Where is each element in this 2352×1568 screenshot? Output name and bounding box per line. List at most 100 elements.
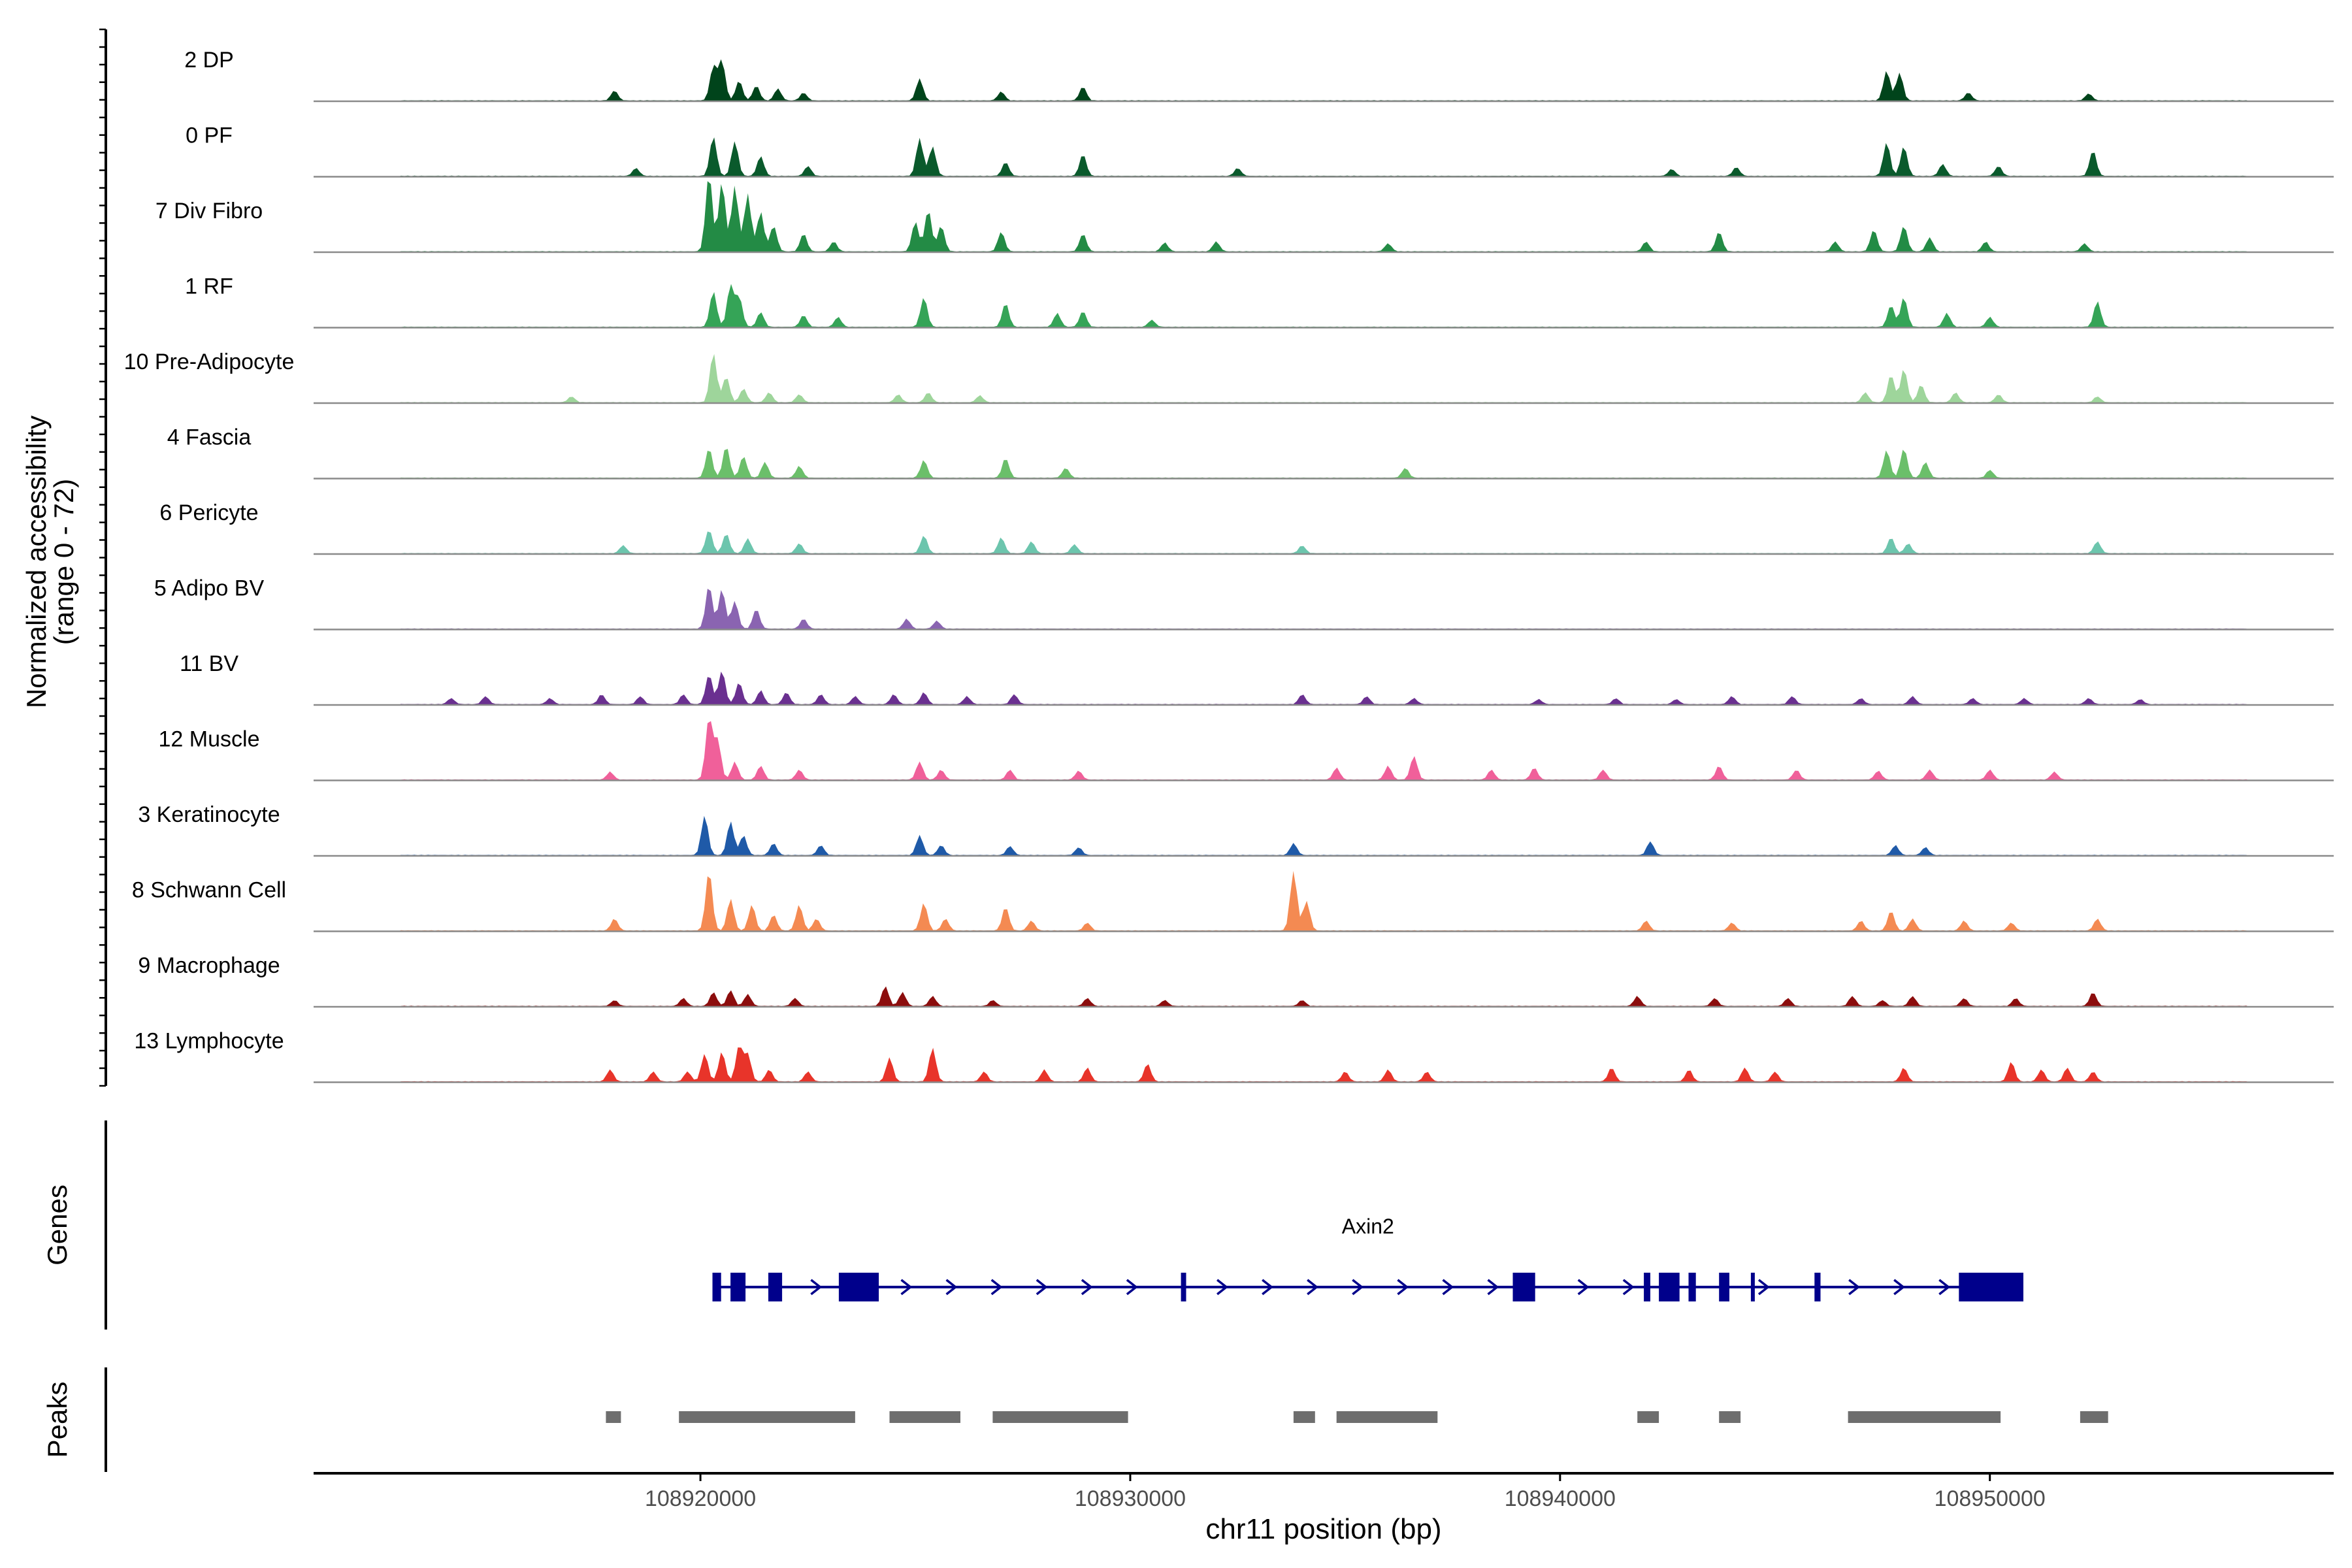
strand-arrow: [1577, 1279, 1590, 1296]
gene-exon: [730, 1273, 746, 1301]
coverage-area-9-macrophage: [314, 986, 2334, 1007]
track-label-9-macrophage: 9 Macrophage: [138, 953, 280, 978]
track-label-0-pf: 0 PF: [186, 123, 233, 148]
coverage-area-5-adipo-bv: [314, 589, 2334, 630]
coverage-area-0-pf: [314, 137, 2334, 177]
track-label-7-div-fibro: 7 Div Fibro: [155, 199, 263, 223]
peak-region: [889, 1411, 960, 1423]
x-axis-title: chr11 position (bp): [1205, 1513, 1441, 1545]
strand-arrow: [945, 1279, 958, 1296]
peak-region: [679, 1411, 855, 1423]
track-1-rf: 1 RF: [185, 274, 2334, 329]
track-label-1-rf: 1 RF: [185, 274, 233, 299]
peak-region: [992, 1411, 1128, 1423]
x-tick-label: 108940000: [1505, 1486, 1616, 1511]
coverage-area-3-keratinocyte: [314, 815, 2334, 856]
strand-arrow: [1307, 1279, 1319, 1296]
strand-arrow: [1622, 1279, 1635, 1296]
strand-arrow: [1442, 1279, 1454, 1296]
coverage-area-4-fascia: [314, 449, 2334, 479]
track-13-lymphocyte: 13 Lymphocyte: [134, 1029, 2334, 1083]
track-11-bv: 11 BV: [180, 651, 2334, 706]
track-label-2-dp: 2 DP: [184, 48, 234, 73]
track-label-10-pre-adipocyte: 10 Pre-Adipocyte: [124, 350, 295, 374]
track-7-div-fibro: 7 Div Fibro: [155, 181, 2334, 253]
strand-arrow: [1757, 1279, 1770, 1296]
peak-region: [1336, 1411, 1438, 1423]
coverage-area-2-dp: [314, 59, 2334, 101]
track-label-3-keratinocyte: 3 Keratinocyte: [138, 802, 280, 827]
track-5-adipo-bv: 5 Adipo BV: [154, 576, 2334, 630]
track-label-5-adipo-bv: 5 Adipo BV: [154, 576, 265, 601]
genes-track: Genes Axin2: [42, 1120, 2024, 1330]
track-6-pericyte: 6 Pericyte: [159, 500, 2334, 555]
gene-label-axin2: Axin2: [1342, 1215, 1394, 1238]
gene-exon: [1512, 1273, 1535, 1301]
strand-arrow: [1081, 1279, 1093, 1296]
coverage-area-12-muscle: [314, 721, 2334, 781]
strand-arrow: [1217, 1279, 1228, 1296]
strand-arrow: [900, 1279, 913, 1296]
gene-exon: [1659, 1273, 1680, 1301]
track-label-11-bv: 11 BV: [180, 651, 238, 676]
y-axis-label-line2: (range 0 - 72): [48, 479, 79, 645]
coverage-area-6-pericyte: [314, 531, 2334, 554]
peak-region: [1293, 1411, 1315, 1423]
track-2-dp: 2 DP: [184, 48, 2334, 103]
gene-exon: [1814, 1273, 1821, 1301]
coverage-area-7-div-fibro: [314, 181, 2334, 252]
track-10-pre-adipocyte: 10 Pre-Adipocyte: [124, 350, 2334, 404]
strand-arrow: [1848, 1279, 1861, 1296]
peaks-track: Peaks: [42, 1367, 2108, 1472]
track-label-4-fascia: 4 Fascia: [167, 425, 252, 450]
strand-arrow: [1397, 1279, 1409, 1296]
coverage-area-1-rf: [314, 284, 2334, 328]
track-9-macrophage: 9 Macrophage: [138, 953, 2334, 1008]
coverage-tracks: 2 DP 0 PF 7 Div Fibro 1 RF 10 Pre-Adipocyte 4…: [124, 48, 2334, 1083]
peak-region: [606, 1411, 621, 1423]
x-tick-label: 108930000: [1075, 1486, 1186, 1511]
x-tick-label: 108950000: [1935, 1486, 2046, 1511]
track-label-12-muscle: 12 Muscle: [159, 727, 260, 752]
gene-exon: [1181, 1273, 1186, 1301]
gene-exon: [838, 1273, 879, 1301]
peaks-track-label: Peaks: [42, 1382, 73, 1458]
track-8-schwann-cell: 8 Schwann Cell: [132, 871, 2334, 932]
peak-region: [2080, 1411, 2108, 1423]
track-3-keratinocyte: 3 Keratinocyte: [138, 802, 2334, 857]
peak-region: [1848, 1411, 2001, 1423]
track-label-8-schwann-cell: 8 Schwann Cell: [132, 878, 286, 903]
peak-region: [1719, 1411, 1741, 1423]
peak-region: [1637, 1411, 1659, 1423]
coverage-area-13-lymphocyte: [314, 1047, 2334, 1083]
gene-exon: [1644, 1273, 1650, 1301]
track-0-pf: 0 PF: [186, 123, 2334, 178]
track-4-fascia: 4 Fascia: [167, 425, 2334, 480]
gene-exon: [1750, 1273, 1755, 1301]
peak-regions: [606, 1411, 2108, 1423]
gene-exon: [712, 1273, 721, 1301]
coverage-area-10-pre-adipocyte: [314, 353, 2334, 403]
gene-exon: [1959, 1273, 2023, 1301]
track-12-muscle: 12 Muscle: [159, 721, 2334, 781]
x-axis: 108920000 108930000 108940000 108950000 chr…: [314, 1472, 2334, 1545]
coverage-area-11-bv: [314, 672, 2334, 705]
strand-arrow: [1036, 1279, 1048, 1296]
coverage-area-8-schwann-cell: [314, 871, 2334, 932]
strand-arrow: [810, 1279, 823, 1296]
genes-track-label: Genes: [42, 1184, 73, 1266]
gene-exon: [768, 1273, 783, 1301]
track-label-6-pericyte: 6 Pericyte: [159, 500, 258, 525]
strand-arrow: [1487, 1279, 1499, 1296]
strand-arrow: [990, 1279, 1003, 1296]
strand-arrow: [1262, 1279, 1274, 1296]
gene-exon: [1688, 1273, 1696, 1301]
gene-model-axin2: [712, 1273, 2024, 1301]
strand-arrow: [1938, 1279, 1951, 1296]
strand-arrow: [1352, 1279, 1364, 1296]
x-ticks: 108920000 108930000 108940000 108950000: [645, 1473, 2046, 1511]
x-tick-label: 108920000: [645, 1486, 756, 1511]
y-axis: [99, 28, 107, 1087]
y-axis-label-line1: Normalized accessibility: [21, 416, 52, 708]
